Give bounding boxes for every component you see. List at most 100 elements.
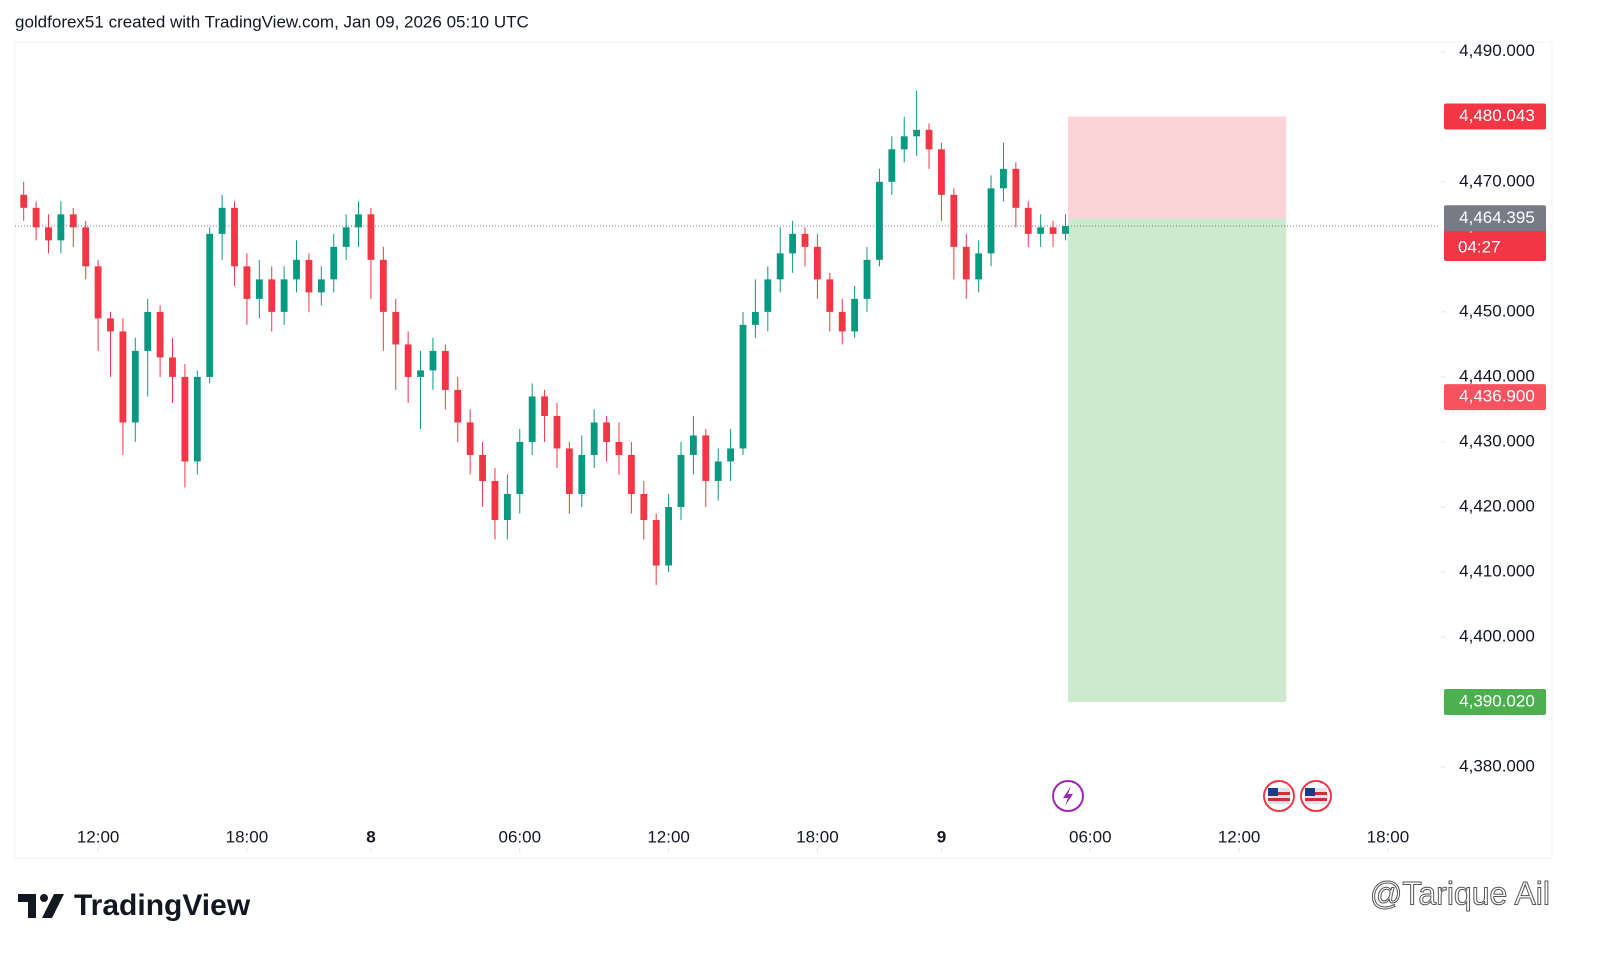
candle-body <box>417 370 424 377</box>
candle-body <box>119 331 127 423</box>
candle-body <box>293 259 300 280</box>
y-tick-label: 4,400.000 <box>1459 627 1535 646</box>
candle-body <box>1000 168 1007 189</box>
flag-stripe <box>1268 798 1290 801</box>
candle-body <box>441 350 449 390</box>
candle-body <box>528 396 536 442</box>
price-label-bg <box>1444 205 1546 232</box>
price-label: 4,390.020 <box>1459 691 1535 710</box>
price-label: 4,464.395 <box>1459 208 1535 227</box>
candle-body <box>317 279 325 293</box>
logo-mark <box>40 894 48 902</box>
candle-body <box>466 422 474 455</box>
candle-body <box>479 454 486 481</box>
candle-body <box>206 233 214 377</box>
candle-body <box>218 207 226 234</box>
x-tick-label: 18:00 <box>226 827 269 846</box>
candle-body <box>789 233 797 254</box>
candle-body <box>702 435 710 481</box>
candle-body <box>541 396 548 416</box>
y-tick-label: 4,450.000 <box>1459 301 1535 320</box>
x-tick-label: 06:00 <box>1069 827 1112 846</box>
logo-mark <box>42 894 64 918</box>
candle-body <box>950 194 958 247</box>
x-tick-label: 9 <box>937 827 946 846</box>
y-tick-label: 4,420.000 <box>1459 496 1535 515</box>
candle-body <box>355 214 362 228</box>
candle-body <box>379 259 387 312</box>
candle-body <box>615 441 623 455</box>
header: goldforex51 created with TradingView.com… <box>15 12 529 31</box>
candle-body <box>913 129 921 137</box>
y-tick-label: 4,470.000 <box>1459 171 1535 190</box>
candle-body <box>590 422 598 455</box>
target-zone <box>1067 218 1287 702</box>
candle-body <box>231 207 238 267</box>
plot: 4,490.000 4,470.000 4,450.000 4,440.000 4,43… <box>15 41 1546 852</box>
x-tick-label: 18:00 <box>796 827 839 846</box>
candle-body <box>689 435 697 455</box>
candle-body <box>82 227 90 267</box>
candle-body <box>429 350 437 371</box>
candle-body <box>962 246 970 280</box>
price-label-bg <box>1444 384 1546 411</box>
flag-canton <box>1268 788 1278 796</box>
countdown: 04:27 <box>1458 237 1501 256</box>
watermark: @Tarique Ail <box>1370 875 1550 911</box>
event-icon[interactable] <box>1263 780 1295 812</box>
candle-body <box>404 344 412 377</box>
candle-body <box>156 311 164 358</box>
candle-body <box>1024 207 1032 234</box>
candle-body <box>714 461 722 481</box>
event-icons <box>1052 780 1332 812</box>
candle-body <box>1049 227 1057 234</box>
candle-body <box>938 149 945 195</box>
x-tick-label: 12:00 <box>1218 827 1261 846</box>
candle-body <box>876 181 883 260</box>
x-tick-label: 8 <box>366 827 375 846</box>
logo-mark <box>18 894 36 918</box>
candle-body <box>45 227 52 241</box>
flag-stripe <box>1268 792 1290 795</box>
event-icon[interactable] <box>1300 780 1332 812</box>
price-label: 4,436.900 <box>1459 387 1535 406</box>
x-tick-label: 18:00 <box>1367 827 1410 846</box>
flag-canton <box>1305 788 1315 796</box>
candle-body <box>342 227 350 247</box>
lightning <box>1063 786 1073 806</box>
candle-body <box>107 318 114 332</box>
x-tick-label: 06:00 <box>498 827 541 846</box>
candle-body <box>131 350 139 423</box>
candle-body <box>94 266 102 319</box>
candle-body <box>925 129 933 150</box>
candle-body <box>603 422 610 442</box>
candle-body <box>516 441 524 494</box>
stop-zone <box>1067 116 1287 219</box>
y-tick-label: 4,490.000 <box>1459 41 1535 60</box>
y-tick-label: 4,440.000 <box>1459 366 1535 385</box>
candle-body <box>677 454 685 507</box>
candle-body <box>975 253 983 280</box>
candle-body <box>268 279 276 312</box>
candle-body <box>627 454 635 494</box>
candle-body <box>764 279 772 312</box>
candle-body <box>863 259 871 299</box>
candle-body <box>900 136 908 150</box>
candle-body <box>280 279 288 312</box>
candle-body <box>838 311 846 332</box>
candle-body <box>1012 168 1020 208</box>
candle-body <box>69 214 77 228</box>
candle-body <box>987 188 995 254</box>
candle-body <box>727 448 735 462</box>
candle-body <box>776 253 784 280</box>
candle-body <box>503 493 511 520</box>
candle-body <box>888 149 896 182</box>
candle-body <box>751 311 759 325</box>
candle-body <box>491 480 499 520</box>
candle-body <box>454 389 462 423</box>
candle-body <box>32 207 40 228</box>
candle-body <box>57 214 65 241</box>
candle-body <box>801 233 809 247</box>
candle-body <box>565 448 573 494</box>
candle-body <box>826 279 834 312</box>
